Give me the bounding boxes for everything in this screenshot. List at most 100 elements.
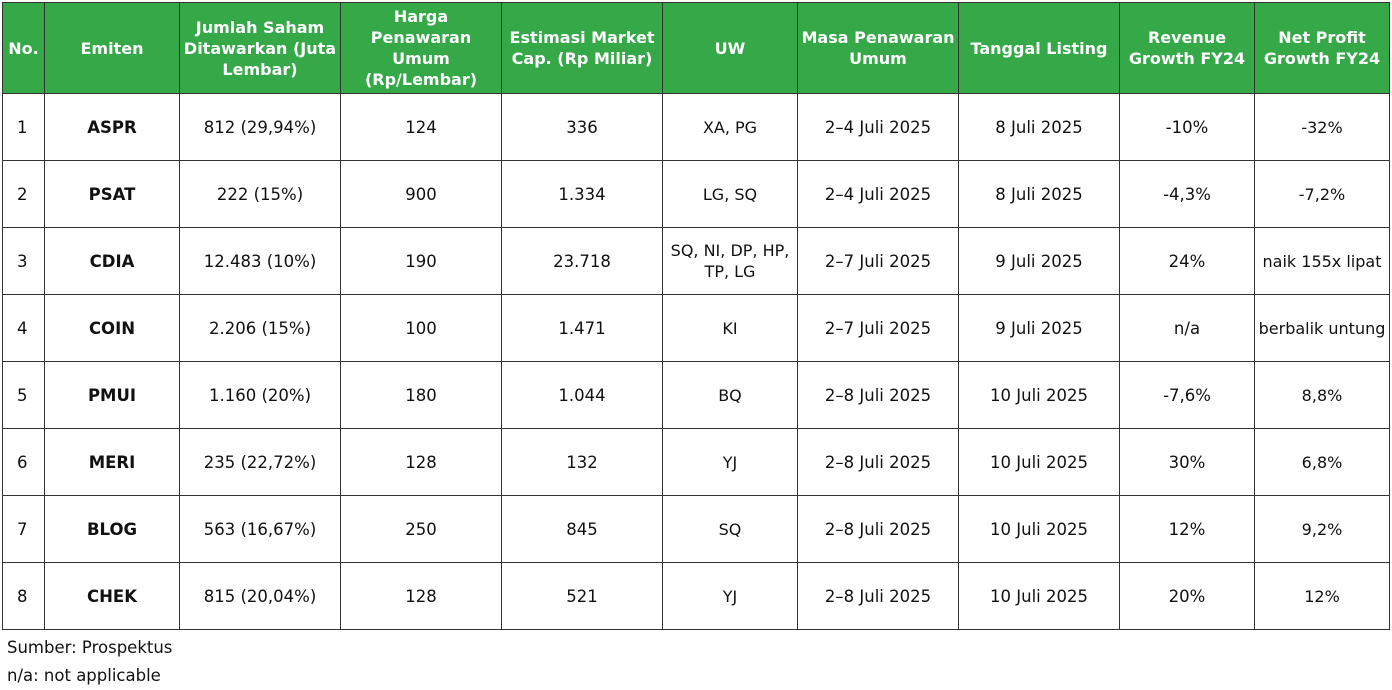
cell-revenue-growth: -4,3%: [1119, 160, 1255, 228]
cell-jumlah-saham: 563 (16,67%): [179, 495, 341, 563]
cell-masa-penawaran: 2–8 Juli 2025: [797, 428, 959, 496]
cell-emiten: CDIA: [44, 227, 180, 295]
cell-net-profit-growth: 8,8%: [1254, 361, 1390, 429]
cell-market-cap: 23.718: [501, 227, 663, 295]
header-emiten: Emiten: [44, 2, 180, 94]
cell-masa-penawaran: 2–4 Juli 2025: [797, 93, 959, 161]
cell-uw: KI: [662, 294, 798, 362]
cell-net-profit-growth: naik 155x lipat: [1254, 227, 1390, 295]
cell-jumlah-saham: 12.483 (10%): [179, 227, 341, 295]
cell-jumlah-saham: 222 (15%): [179, 160, 341, 228]
cell-emiten: CHEK: [44, 562, 180, 630]
cell-emiten: PMUI: [44, 361, 180, 429]
header-harga-penawaran: Harga Penawaran Umum (Rp/Lembar): [340, 2, 502, 94]
cell-market-cap: 1.471: [501, 294, 663, 362]
cell-revenue-growth: 20%: [1119, 562, 1255, 630]
cell-market-cap: 132: [501, 428, 663, 496]
cell-net-profit-growth: 9,2%: [1254, 495, 1390, 563]
header-market-cap: Estimasi Market Cap. (Rp Miliar): [501, 2, 663, 94]
table-row: 8 CHEK 815 (20,04%) 128 521 YJ 2–8 Juli 2025 10…: [2, 562, 1390, 630]
cell-revenue-growth: -10%: [1119, 93, 1255, 161]
cell-masa-penawaran: 2–4 Juli 2025: [797, 160, 959, 228]
table-row: 2 PSAT 222 (15%) 900 1.334 LG, SQ 2–4 Juli 202…: [2, 160, 1390, 228]
cell-net-profit-growth: -32%: [1254, 93, 1390, 161]
cell-jumlah-saham: 235 (22,72%): [179, 428, 341, 496]
cell-masa-penawaran: 2–8 Juli 2025: [797, 361, 959, 429]
cell-harga-penawaran: 900: [340, 160, 502, 228]
cell-jumlah-saham: 2.206 (15%): [179, 294, 341, 362]
cell-no: 5: [2, 361, 45, 429]
table-row: 6 MERI 235 (22,72%) 128 132 YJ 2–8 Juli 2025 10…: [2, 428, 1390, 496]
header-net-profit-growth: Net Profit Growth FY24: [1254, 2, 1390, 94]
cell-revenue-growth: -7,6%: [1119, 361, 1255, 429]
cell-tanggal-listing: 8 Juli 2025: [958, 93, 1120, 161]
cell-tanggal-listing: 10 Juli 2025: [958, 361, 1120, 429]
cell-harga-penawaran: 180: [340, 361, 502, 429]
cell-no: 1: [2, 93, 45, 161]
cell-no: 4: [2, 294, 45, 362]
cell-emiten: PSAT: [44, 160, 180, 228]
cell-emiten: COIN: [44, 294, 180, 362]
cell-market-cap: 336: [501, 93, 663, 161]
cell-net-profit-growth: berbalik untung: [1254, 294, 1390, 362]
cell-revenue-growth: 30%: [1119, 428, 1255, 496]
table-row: 3 CDIA 12.483 (10%) 190 23.718 SQ, NI, DP, HP…: [2, 227, 1390, 295]
cell-tanggal-listing: 10 Juli 2025: [958, 562, 1120, 630]
source-note: Sumber: Prospektus: [7, 638, 173, 657]
cell-no: 7: [2, 495, 45, 563]
cell-no: 2: [2, 160, 45, 228]
cell-revenue-growth: 12%: [1119, 495, 1255, 563]
cell-jumlah-saham: 1.160 (20%): [179, 361, 341, 429]
cell-market-cap: 1.334: [501, 160, 663, 228]
cell-emiten: MERI: [44, 428, 180, 496]
cell-market-cap: 1.044: [501, 361, 663, 429]
cell-emiten: ASPR: [44, 93, 180, 161]
na-note: n/a: not applicable: [7, 666, 161, 685]
cell-market-cap: 845: [501, 495, 663, 563]
cell-harga-penawaran: 128: [340, 428, 502, 496]
header-row: No. Emiten Jumlah Saham Ditawarkan (Juta…: [2, 2, 1390, 94]
cell-net-profit-growth: 6,8%: [1254, 428, 1390, 496]
cell-uw: YJ: [662, 562, 798, 630]
cell-no: 6: [2, 428, 45, 496]
cell-net-profit-growth: 12%: [1254, 562, 1390, 630]
header-uw: UW: [662, 2, 798, 94]
cell-harga-penawaran: 124: [340, 93, 502, 161]
cell-revenue-growth: 24%: [1119, 227, 1255, 295]
cell-tanggal-listing: 9 Juli 2025: [958, 227, 1120, 295]
cell-net-profit-growth: -7,2%: [1254, 160, 1390, 228]
cell-market-cap: 521: [501, 562, 663, 630]
cell-no: 8: [2, 562, 45, 630]
cell-harga-penawaran: 128: [340, 562, 502, 630]
cell-harga-penawaran: 250: [340, 495, 502, 563]
footnotes: Sumber: Prospektus n/a: not applicable: [7, 634, 172, 690]
header-revenue-growth: Revenue Growth FY24: [1119, 2, 1255, 94]
cell-masa-penawaran: 2–8 Juli 2025: [797, 495, 959, 563]
cell-harga-penawaran: 190: [340, 227, 502, 295]
cell-uw: SQ: [662, 495, 798, 563]
cell-tanggal-listing: 9 Juli 2025: [958, 294, 1120, 362]
table-row: 4 COIN 2.206 (15%) 100 1.471 KI 2–7 Juli 2025 9…: [2, 294, 1390, 362]
table-body: 1 ASPR 812 (29,94%) 124 336 XA, PG 2–4 Juli 20…: [2, 93, 1390, 630]
cell-tanggal-listing: 10 Juli 2025: [958, 495, 1120, 563]
cell-jumlah-saham: 812 (29,94%): [179, 93, 341, 161]
cell-masa-penawaran: 2–7 Juli 2025: [797, 294, 959, 362]
cell-masa-penawaran: 2–8 Juli 2025: [797, 562, 959, 630]
cell-uw: SQ, NI, DP, HP, TP, LG: [662, 227, 798, 295]
cell-uw: XA, PG: [662, 93, 798, 161]
cell-uw: BQ: [662, 361, 798, 429]
cell-tanggal-listing: 10 Juli 2025: [958, 428, 1120, 496]
cell-jumlah-saham: 815 (20,04%): [179, 562, 341, 630]
cell-no: 3: [2, 227, 45, 295]
cell-masa-penawaran: 2–7 Juli 2025: [797, 227, 959, 295]
cell-tanggal-listing: 8 Juli 2025: [958, 160, 1120, 228]
cell-harga-penawaran: 100: [340, 294, 502, 362]
cell-uw: YJ: [662, 428, 798, 496]
cell-revenue-growth: n/a: [1119, 294, 1255, 362]
header-tanggal-listing: Tanggal Listing: [958, 2, 1120, 94]
header-no: No.: [2, 2, 45, 94]
header-masa-penawaran: Masa Penawaran Umum: [797, 2, 959, 94]
header-jumlah-saham: Jumlah Saham Ditawarkan (Juta Lembar): [179, 2, 341, 94]
table-row: 1 ASPR 812 (29,94%) 124 336 XA, PG 2–4 Juli 20…: [2, 93, 1390, 161]
cell-emiten: BLOG: [44, 495, 180, 563]
